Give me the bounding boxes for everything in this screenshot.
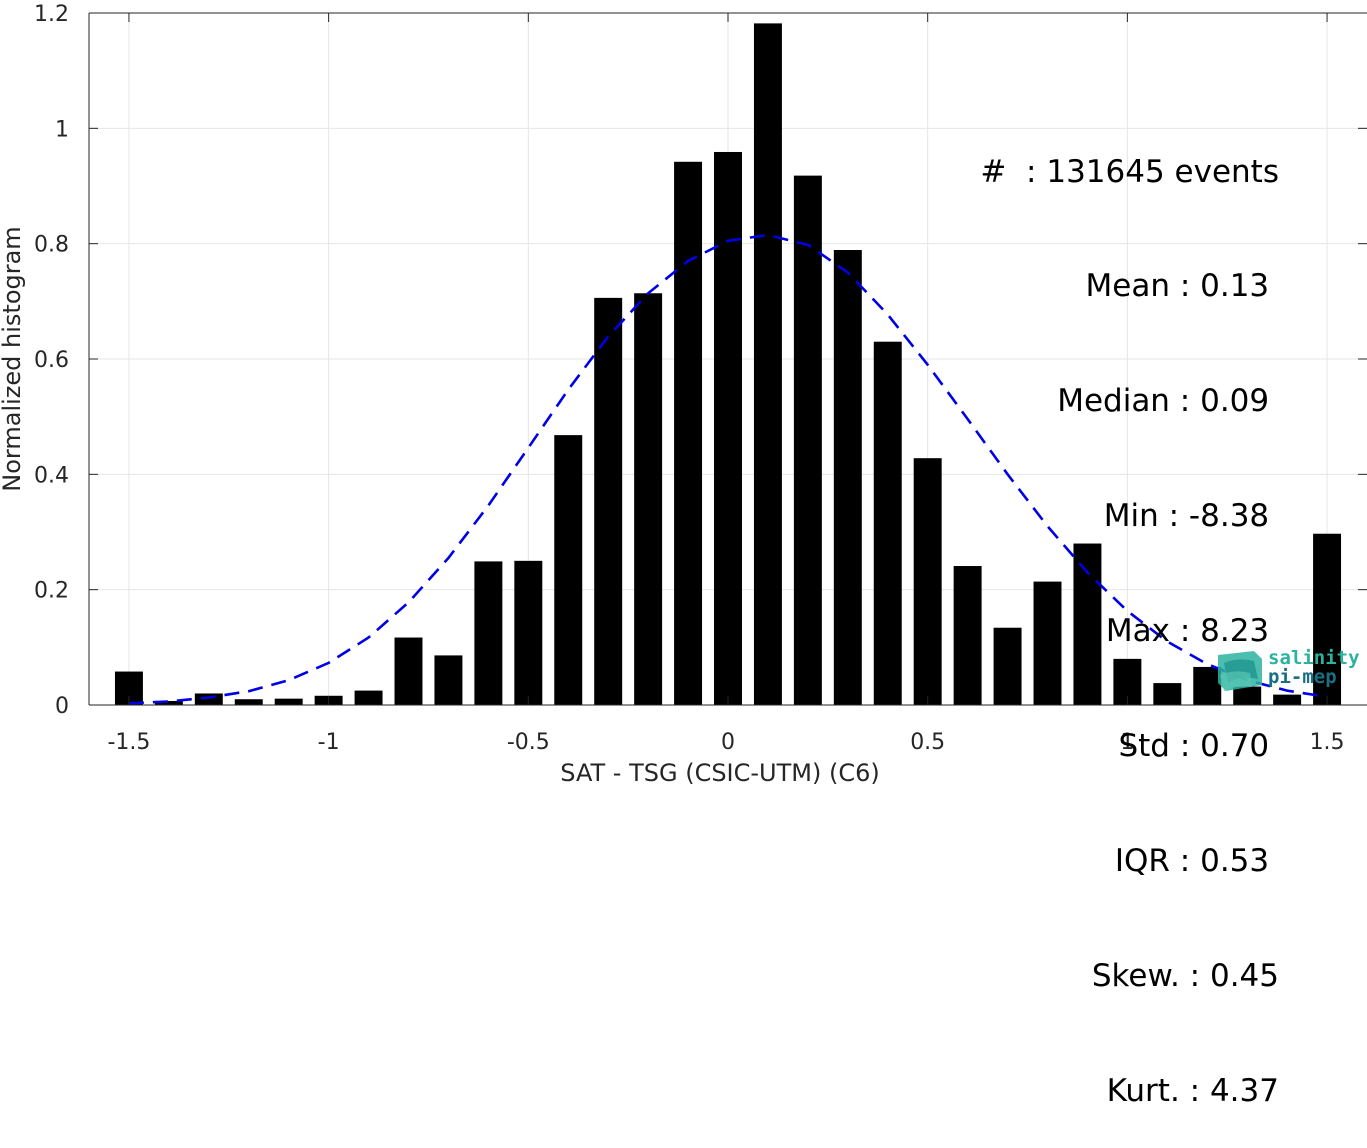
histogram-bars [114, 23, 1342, 705]
histogram-bar [1153, 683, 1182, 705]
logo-line-2: pi-mep [1268, 666, 1337, 688]
x-axis-ticks: -1.5 -1 -0.5 0 0.5 1 1.5 [107, 13, 1345, 755]
histogram-bar [354, 690, 383, 705]
histogram-bar [993, 627, 1022, 705]
histogram-chart: -1.5 -1 -0.5 0 0.5 1 1.5 0 0.2 0.4 0.6 0.8 1 1.2 SAT… [0, 2, 1367, 785]
histogram-bar [274, 698, 303, 705]
x-tick-label: 1 [1120, 730, 1134, 755]
histogram-bar [1233, 686, 1262, 705]
x-tick-label: -1 [318, 730, 340, 755]
histogram-bar [394, 637, 423, 705]
stat-skew: Skew. : 0.45 [1091, 957, 1279, 994]
y-tick-label: 1 [55, 117, 69, 142]
y-tick-label: 0.6 [34, 348, 69, 373]
histogram-bar [554, 435, 583, 705]
y-tick-label: 0 [55, 694, 69, 719]
x-tick-label: -1.5 [107, 730, 150, 755]
stat-iqr: IQR : 0.53 [1114, 842, 1279, 879]
histogram-bar [913, 458, 942, 705]
x-tick-label: 0 [721, 730, 735, 755]
histogram-bar [1313, 533, 1342, 705]
histogram-bar [1193, 666, 1222, 705]
y-axis-ticks: 0 0.2 0.4 0.6 0.8 1 1.2 [34, 2, 1367, 719]
normal-fit-curve [128, 233, 1328, 705]
histogram-bar [833, 250, 862, 705]
y-tick-label: 0.8 [34, 233, 69, 258]
stat-kurt: Kurt. : 4.37 [1106, 1072, 1279, 1109]
histogram-bar [873, 341, 902, 705]
logo-line-1: salinity [1268, 647, 1360, 669]
y-tick-label: 0.2 [34, 579, 69, 604]
x-tick-label: -0.5 [507, 730, 550, 755]
x-tick-label: 1.5 [1310, 730, 1345, 755]
histogram-bar [714, 151, 742, 705]
histogram-bar [594, 297, 623, 705]
statistics-box: # : 131645 events Mean : 0.13 Median : 0… [980, 76, 1279, 1148]
histogram-bar [634, 293, 663, 705]
histogram-bar [194, 693, 223, 705]
histogram-bar [793, 175, 822, 705]
x-axis-label: SAT - TSG (CSIC-UTM) (C6) [560, 759, 879, 785]
y-tick-label: 1.2 [34, 2, 69, 27]
x-tick-label: 0.5 [910, 730, 945, 755]
histogram-bar [1273, 694, 1302, 705]
stat-mean: Mean : 0.13 [1085, 268, 1279, 305]
histogram-bar [514, 560, 543, 705]
y-axis-label: Normalized histogram [0, 226, 26, 491]
histogram-bar [434, 655, 463, 705]
histogram-bar [674, 161, 703, 705]
salinity-pimep-logo: salinity pi-mep [1214, 645, 1360, 695]
logo-text: salinity pi-mep [1268, 649, 1360, 687]
histogram-bar [234, 699, 263, 705]
histogram-bar [1073, 543, 1102, 705]
y-tick-label: 0.4 [34, 463, 69, 488]
histogram-bar [953, 566, 982, 705]
histogram-bar [154, 700, 183, 705]
histogram-bar [474, 561, 503, 705]
stat-median: Median : 0.09 [1057, 383, 1279, 420]
wave-logo-icon [1218, 651, 1262, 691]
stat-min: Min : -8.38 [1103, 498, 1279, 535]
stat-events: # : 131645 events [980, 153, 1279, 190]
histogram-bar [1033, 581, 1062, 705]
stat-max: Max : 8.23 [1105, 613, 1279, 650]
stat-std: Std : 0.70 [1118, 728, 1279, 765]
histogram-bar [753, 23, 782, 705]
